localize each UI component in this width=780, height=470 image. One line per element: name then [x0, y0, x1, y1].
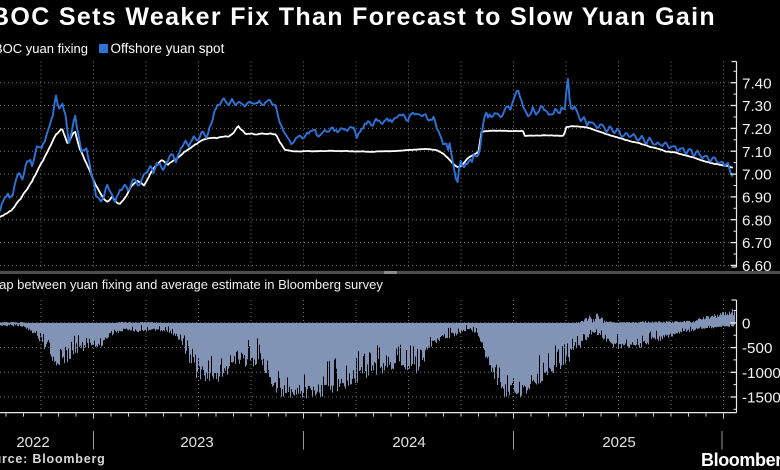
svg-text:7.30: 7.30 — [742, 98, 772, 115]
svg-text:2022: 2022 — [16, 434, 49, 451]
svg-text:7.20: 7.20 — [742, 121, 772, 138]
svg-text:2025: 2025 — [602, 434, 635, 451]
svg-text:6.90: 6.90 — [742, 190, 772, 207]
svg-text:6.80: 6.80 — [742, 212, 772, 229]
svg-text:-500: -500 — [742, 340, 772, 357]
svg-text:7.40: 7.40 — [742, 75, 772, 92]
svg-text:6.70: 6.70 — [742, 235, 772, 252]
svg-text:2023: 2023 — [180, 434, 213, 451]
svg-text:6.60: 6.60 — [742, 258, 772, 275]
svg-text:0: 0 — [742, 316, 750, 333]
svg-text:7.00: 7.00 — [742, 167, 772, 184]
svg-text:7.10: 7.10 — [742, 144, 772, 161]
svg-text:2024: 2024 — [392, 434, 425, 451]
svg-text:-1500: -1500 — [742, 390, 780, 407]
svg-text:-1000: -1000 — [742, 365, 780, 382]
